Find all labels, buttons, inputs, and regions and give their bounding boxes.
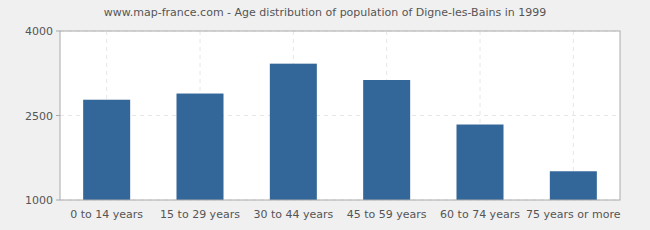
plot-frame <box>60 31 620 200</box>
x-tick-label: 60 to 74 years <box>440 208 520 221</box>
background <box>0 0 650 230</box>
bars <box>83 64 597 200</box>
y-tick <box>56 115 60 116</box>
y-tick-label: 2500 <box>25 110 53 123</box>
plot-area <box>60 31 620 200</box>
x-tick-label: 75 years or more <box>526 208 621 221</box>
bar <box>363 80 410 200</box>
bar <box>83 100 130 200</box>
x-tick-label: 30 to 44 years <box>253 208 333 221</box>
grid-line <box>60 115 620 116</box>
y-tick <box>56 31 60 32</box>
title: www.map-france.com - Age distribution of… <box>104 6 546 19</box>
chart-container: www.map-france.com - Age distribution of… <box>0 0 650 230</box>
bar <box>457 125 504 200</box>
y-tick-label: 1000 <box>25 194 53 207</box>
chart-svg: www.map-france.com - Age distribution of… <box>0 0 650 230</box>
bar <box>550 171 597 200</box>
y-tick-label: 4000 <box>25 25 53 38</box>
x-tick-label: 15 to 29 years <box>160 208 240 221</box>
bar <box>270 64 317 200</box>
x-tick-label: 0 to 14 years <box>70 208 143 221</box>
bar <box>177 94 224 200</box>
y-tick <box>56 200 60 201</box>
x-tick-label: 45 to 59 years <box>347 208 427 221</box>
